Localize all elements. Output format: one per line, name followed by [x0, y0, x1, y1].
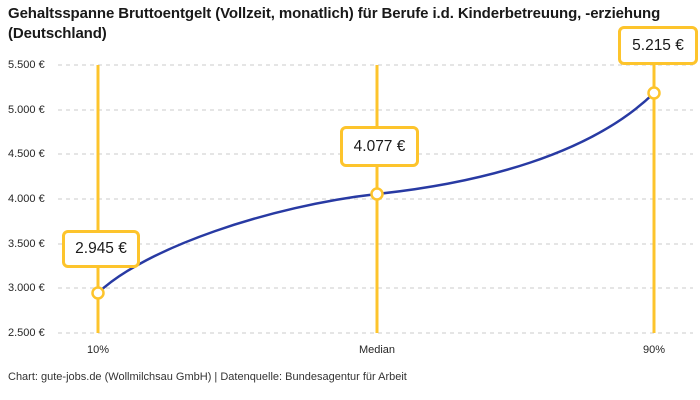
y-axis-tick-label: 3.500 €: [8, 238, 45, 250]
data-point-median: [370, 187, 384, 201]
value-callout-10: 2.945 €: [62, 230, 140, 268]
chart-title: Gehaltsspanne Bruttoentgelt (Vollzeit, m…: [8, 5, 661, 42]
value-callout-median: 4.077 €: [340, 126, 419, 167]
gridlines: [58, 64, 693, 334]
y-axis-tick-label: 5.500 €: [8, 59, 45, 71]
y-axis-tick-label: 4.000 €: [8, 193, 45, 205]
value-callout-90: 5.215 €: [618, 26, 698, 65]
data-point-10: [91, 286, 105, 300]
data-point-90: [647, 86, 661, 100]
data-points: [91, 86, 661, 300]
y-axis-tick-label: 2.500 €: [8, 327, 45, 339]
x-axis-label-10: 10%: [86, 344, 110, 356]
y-axis-tick-label: 3.000 €: [8, 282, 45, 294]
chart-attribution: Chart: gute-jobs.de (Wollmilchsau GmbH) …: [8, 371, 407, 383]
y-axis-tick-label: 5.000 €: [8, 104, 45, 116]
x-axis-label-median: Median: [358, 344, 396, 356]
x-axis-label-90: 90%: [642, 344, 666, 356]
y-axis-tick-label: 4.500 €: [8, 148, 45, 160]
